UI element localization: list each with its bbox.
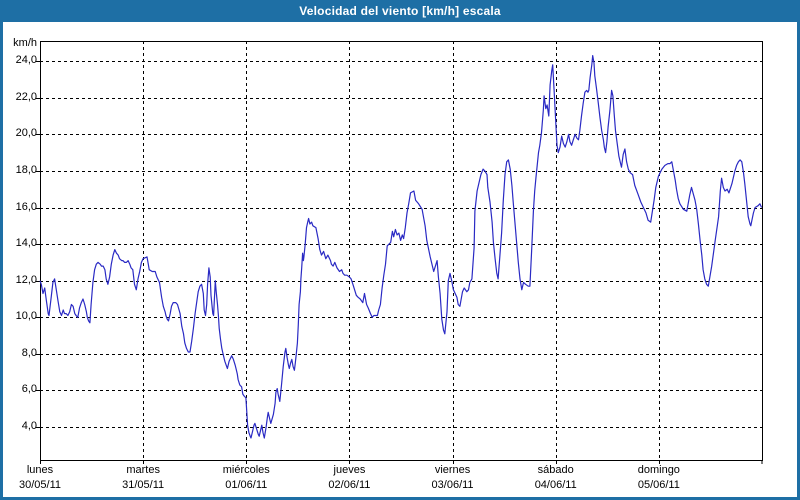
y-tick-label: 22,0 xyxy=(15,90,37,103)
y-tick-label: 6,0 xyxy=(21,383,37,396)
day-date: 03/06/11 xyxy=(431,479,474,491)
y-tick-label: 10,0 xyxy=(15,310,37,323)
day-date: 31/05/11 xyxy=(122,479,165,491)
day-label: martes 31/05/11 xyxy=(93,463,193,493)
chart-title: Velocidad del viento [km/h] escala xyxy=(299,4,501,18)
y-tick-label: 18,0 xyxy=(15,163,37,176)
y-axis-unit-label: km/h xyxy=(13,37,37,49)
day-name: martes xyxy=(126,464,160,476)
window-title-bar: Velocidad del viento [km/h] escala xyxy=(0,0,800,22)
y-tick-label: 12,0 xyxy=(15,273,37,286)
plot-border xyxy=(40,41,763,461)
y-tick-label: 14,0 xyxy=(15,237,37,250)
day-label: sábado 04/06/11 xyxy=(506,463,606,493)
day-name: jueves xyxy=(333,464,366,476)
day-date: 30/05/11 xyxy=(18,479,61,491)
day-label: viernes 03/06/11 xyxy=(403,463,503,493)
day-label: miércoles 01/06/11 xyxy=(196,463,296,493)
day-date: 04/06/11 xyxy=(534,479,577,491)
y-tick-label: 20,0 xyxy=(15,127,37,140)
wind-speed-line xyxy=(39,54,763,439)
day-name: sábado xyxy=(537,464,574,476)
day-label: domingo 05/06/11 xyxy=(609,463,709,493)
day-name: viernes xyxy=(434,464,471,476)
y-tick-label: 8,0 xyxy=(21,346,37,359)
y-tick-label: 16,0 xyxy=(15,200,37,213)
day-date: 05/06/11 xyxy=(637,479,680,491)
day-date: 01/06/11 xyxy=(225,479,268,491)
day-name: miércoles xyxy=(222,464,270,476)
day-label: jueves 02/06/11 xyxy=(299,463,399,493)
day-name: domingo xyxy=(637,464,680,476)
y-tick-label: 4,0 xyxy=(21,420,37,433)
day-name: lunes xyxy=(26,464,54,476)
day-label: lunes 30/05/11 xyxy=(0,463,90,493)
y-tick-label: 24,0 xyxy=(15,54,37,67)
day-date: 02/06/11 xyxy=(328,479,371,491)
chart-frame xyxy=(0,22,800,500)
